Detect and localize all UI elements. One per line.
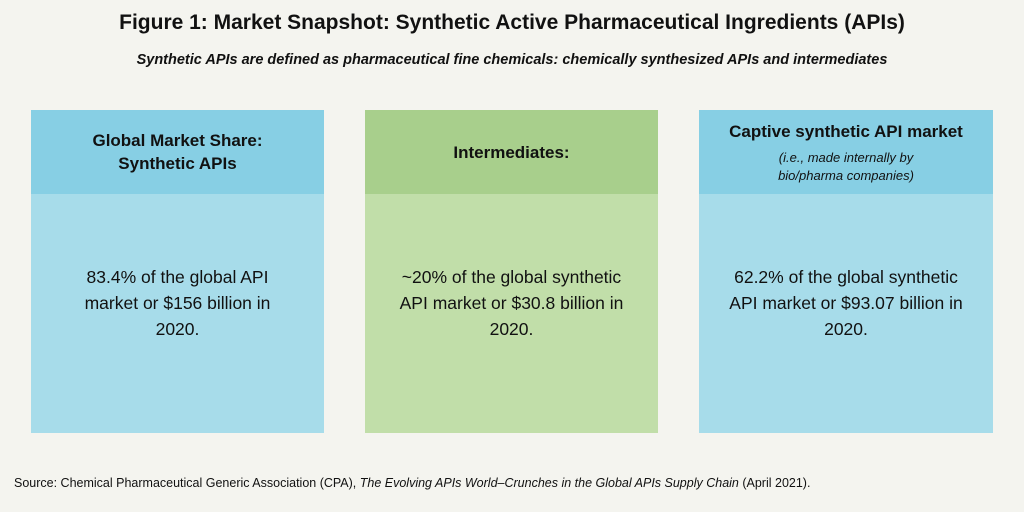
- card-header-title: Intermediates:: [453, 142, 570, 162]
- source-prefix: Source: Chemical Pharmaceutical Generic …: [14, 476, 360, 490]
- page-subtitle: Synthetic APIs are defined as pharmaceut…: [136, 52, 888, 68]
- card-body-text: 83.4% of the global API market or $156 b…: [84, 267, 271, 339]
- card-header-title: Global Market Share: Synthetic APIs: [92, 131, 263, 173]
- global-market-share-card: Global Market Share: Synthetic APIs 83.4…: [31, 110, 324, 433]
- page-title: Figure 1: Market Snapshot: Synthetic Act…: [119, 11, 905, 34]
- source-citation: Source: Chemical Pharmaceutical Generic …: [14, 474, 1014, 492]
- card-body: ~20% of the global synthetic API market …: [365, 194, 658, 433]
- source-suffix: (April 2021).: [738, 476, 811, 490]
- source-work-title: The Evolving APIs World–Crunches in the …: [359, 476, 739, 490]
- card-header: Global Market Share: Synthetic APIs: [31, 110, 324, 194]
- captive-api-market-card: Captive synthetic API market (i.e., made…: [699, 110, 993, 433]
- card-header-note: (i.e., made internally by bio/pharma com…: [778, 149, 914, 183]
- card-body-text: ~20% of the global synthetic API market …: [399, 267, 624, 339]
- card-body-text: 62.2% of the global synthetic API market…: [729, 267, 963, 339]
- card-body: 83.4% of the global API market or $156 b…: [31, 194, 324, 433]
- intermediates-card: Intermediates: ~20% of the global synthe…: [365, 110, 658, 433]
- card-header: Intermediates:: [365, 110, 658, 194]
- card-body: 62.2% of the global synthetic API market…: [699, 194, 993, 433]
- card-header: Captive synthetic API market (i.e., made…: [699, 110, 993, 194]
- card-header-title: Captive synthetic API market: [729, 121, 963, 141]
